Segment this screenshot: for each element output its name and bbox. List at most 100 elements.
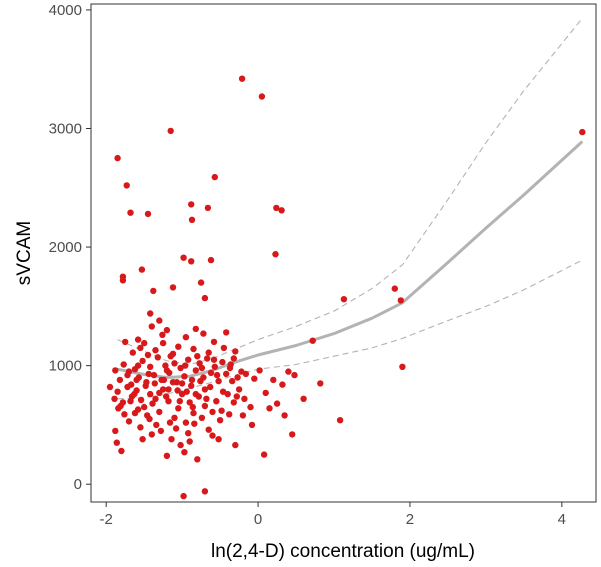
data-point [178,380,186,387]
data-point [192,367,199,374]
data-point [112,367,119,374]
data-point [182,419,190,426]
data-point [285,368,292,375]
data-point [205,426,212,433]
y-tick-label: 4000 [49,2,82,19]
data-point [152,395,159,402]
data-point [156,389,163,397]
data-point [270,376,277,384]
data-point [114,388,121,395]
data-point [180,492,187,500]
data-point [211,363,218,370]
data-point [234,374,241,381]
data-point [220,344,228,352]
data-point [188,216,196,223]
data-point [205,349,212,356]
data-point [278,207,285,214]
data-point [151,380,158,387]
data-point [169,379,177,386]
data-point [157,427,165,435]
data-point [174,387,181,394]
data-point [159,339,167,347]
data-point [230,399,237,406]
data-point [133,376,140,384]
data-point [242,370,250,378]
fit-line [117,140,584,379]
data-point [201,488,209,495]
data-point [172,425,180,432]
x-axis-title: ln(2,4-D) concentration (ug/mL) [211,541,475,562]
data-point [119,277,127,284]
data-point [247,403,254,411]
data-point [281,412,288,419]
data-point [139,357,146,365]
data-point [139,436,146,443]
data-point [227,361,234,368]
data-point [148,431,155,438]
data-point [147,363,154,370]
data-point [198,414,206,421]
data-point [291,371,298,379]
data-point [309,337,316,344]
data-point [200,330,207,337]
data-point [163,452,171,459]
data-point [148,323,155,330]
data-point [579,128,586,136]
data-point [127,398,134,405]
data-point [163,393,170,400]
data-point [141,339,148,347]
data-point [201,294,209,302]
data-point [185,356,192,363]
data-point [181,373,188,380]
data-point [154,354,161,361]
data-point [203,395,210,402]
data-point [340,296,348,303]
data-point [190,409,197,417]
data-point [226,411,233,418]
data-point [215,377,222,385]
data-point [189,403,196,411]
data-point [251,375,258,382]
data-point [182,362,189,369]
data-point [165,386,172,393]
data-point [153,421,160,429]
data-point [166,419,174,426]
data-point [175,343,182,350]
data-point [117,402,124,410]
data-point [207,256,215,264]
data-point [137,424,144,431]
data-point [116,376,124,384]
data-point [248,421,256,429]
y-tick-label: 3000 [49,121,82,138]
data-point [118,447,125,455]
data-point [188,201,195,208]
x-tick-label: -2 [100,511,113,528]
y-tick-label: 0 [74,476,82,493]
data-point [137,396,145,404]
data-point [238,75,246,82]
data-point [230,355,237,362]
data-point [106,383,114,391]
data-point [144,351,152,359]
data-point [279,381,286,388]
ci-lower-line [117,259,583,400]
data-point [175,405,182,412]
data-point [147,310,154,317]
data-point [233,393,240,400]
data-point [163,326,171,334]
data-point [204,355,211,362]
data-point [186,438,193,445]
data-point [391,285,398,292]
data-point [167,127,174,135]
data-point [397,297,404,304]
data-point [258,93,266,100]
data-point [185,430,192,437]
data-point [232,441,239,449]
data-point [134,336,142,343]
data-point [210,356,218,363]
y-tick-label: 2000 [49,239,82,256]
data-point [241,395,248,402]
data-point [266,405,273,412]
data-point [120,361,127,368]
